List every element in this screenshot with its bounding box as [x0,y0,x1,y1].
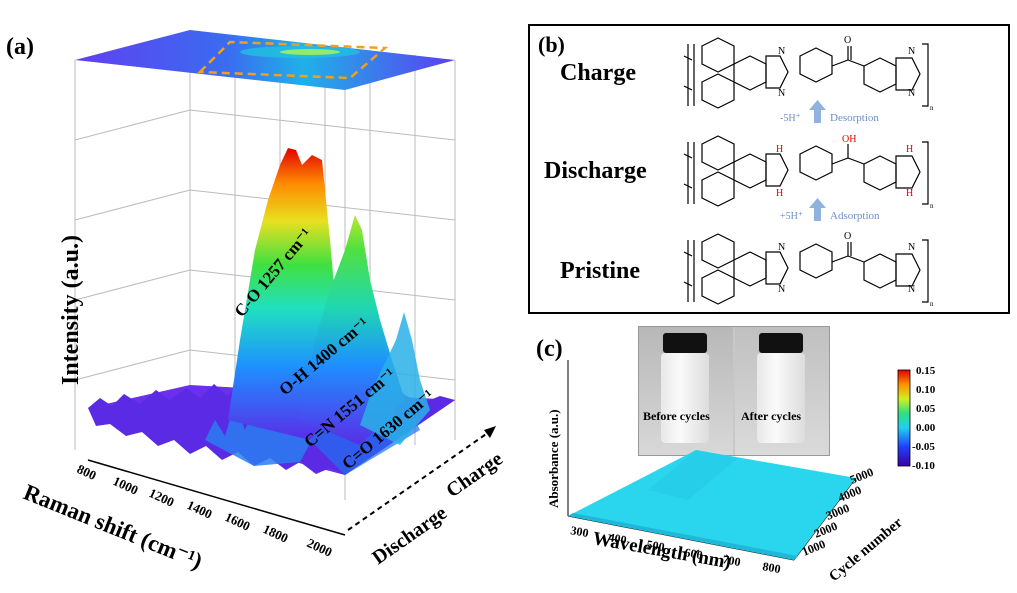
panel-b-mechanism: (b) Charge Discharge Pristine [528,24,1010,314]
svg-text:O: O [844,231,851,242]
svg-text:N: N [908,242,915,253]
panel-a-label: (a) [6,34,34,60]
highlight-dashed-box [197,40,389,80]
molecular-structures: N N O N N n H H OH H H n N N O N N n -5H… [683,35,934,308]
x-tick: 1400 [185,497,215,522]
atom-labels: N N O N N n H H OH H H n N N O N N n [776,35,934,308]
svg-text:-5H⁺: -5H⁺ [780,113,801,124]
x-tick: 1600 [223,509,253,534]
svg-text:-0.05: -0.05 [912,441,935,453]
absorbance-surface [568,450,856,560]
svg-text:Adsorption: Adsorption [830,210,880,222]
c-x-tick: 500 [645,537,665,554]
c-x-tick: 300 [569,523,589,540]
vials-photo: Before cycles After cycles [638,326,830,456]
svg-text:N: N [778,242,785,253]
x-tick: 1200 [147,485,177,510]
svg-text:n: n [930,300,934,308]
svg-text:H: H [906,144,913,155]
svg-text:Desorption: Desorption [830,112,879,124]
depth-label-charge: Charge [442,448,507,502]
x-tick: 800 [75,461,99,483]
structure-pristine [683,233,929,305]
c-z-axis-label: Cycle number [826,514,906,585]
absorbance-3d-plot: 300 400 500 600 700 800 1000 2000 3000 4… [546,360,936,585]
x-tick: 1000 [111,473,141,498]
c-x-tick: 700 [721,552,741,569]
svg-text:N: N [778,88,785,99]
colorbar-ticks: 0.15 0.10 0.05 0.00 -0.05 -0.10 [912,365,936,472]
svg-text:H: H [906,188,913,199]
c-x-tick: 600 [683,545,703,562]
svg-text:H: H [776,144,783,155]
x-tick: 2000 [305,535,335,560]
svg-text:0.15: 0.15 [916,365,936,377]
photo-label-after: After cycles [741,409,802,423]
panel-c-label: (c) [536,336,563,362]
panel-c-absorbance-plot: (c) Before cycles After cycles 300 400 5… [528,320,1017,588]
structure-discharge [683,135,929,207]
state-charge: Charge [560,60,636,86]
x-tick: 1800 [261,521,291,546]
c-x-ticks: 300 400 500 600 700 800 [569,523,781,576]
x-axis-label: Raman shift (cm⁻¹) [20,479,206,573]
svg-text:N: N [908,284,915,295]
svg-text:O: O [844,35,851,46]
depth-label-discharge: Discharge [368,502,451,569]
c-x-tick: 400 [607,530,627,547]
svg-text:H: H [776,188,783,199]
peak-c-n [360,312,430,445]
svg-text:+5H⁺: +5H⁺ [780,211,803,222]
y-axis-label: Intensity (a.u.) [58,235,84,385]
svg-text:N: N [778,46,785,57]
x-axis-ticks: 800 1000 1200 1400 1600 1800 2000 [75,459,346,560]
svg-text:OH: OH [842,134,856,145]
state-pristine: Pristine [560,258,640,284]
svg-text:0.10: 0.10 [916,384,936,396]
state-discharge: Discharge [544,158,647,184]
svg-text:0.00: 0.00 [916,422,936,434]
panel-b-label: (b) [538,32,565,57]
svg-text:0.05: 0.05 [916,403,936,415]
c-x-tick: 800 [761,559,781,576]
transition-adsorption: +5H⁺ Adsorption [780,198,880,222]
colorbar [897,369,911,467]
svg-text:-0.10: -0.10 [912,460,935,472]
c-z-tick: 5000 [848,465,875,487]
raman-surface-plot: 800 1000 1200 1400 1600 1800 2000 Intens… [20,30,507,574]
transition-desorption: -5H⁺ Desorption [780,100,879,124]
svg-text:N: N [778,284,785,295]
svg-text:N: N [908,88,915,99]
svg-text:n: n [930,202,934,210]
top-projection-plane [75,30,455,90]
photo-label-before: Before cycles [643,409,710,423]
c-y-axis-label: Absorbance (a.u.) [546,409,561,508]
structure-charge [683,37,929,109]
svg-text:n: n [930,104,934,112]
svg-text:N: N [908,46,915,57]
panel-a-raman-3d-plot: (a) [6,30,507,574]
